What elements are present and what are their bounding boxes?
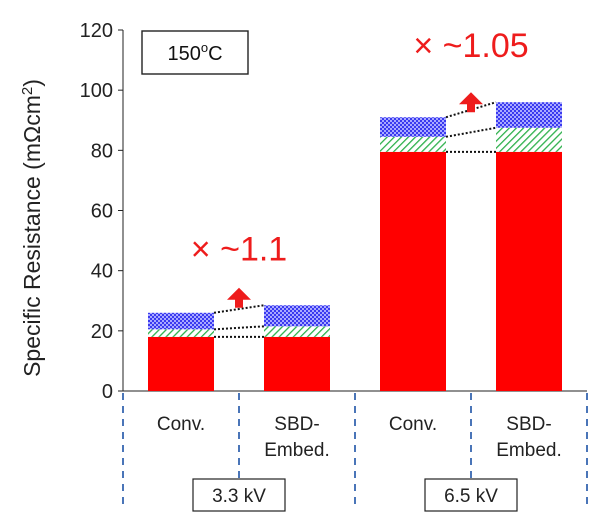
voltage-label-1: 3.3 kV: [212, 486, 266, 507]
temperature-box: 150oC: [141, 30, 249, 75]
category-label-2-line-2: Embed.: [264, 440, 329, 461]
connector-line-2-2: [445, 126, 497, 138]
y-tick-label-60: 60: [91, 201, 113, 223]
y-axis-label: Specific Resistance (mΩcm2): [19, 79, 45, 377]
bar-segment-2-3: [264, 305, 330, 327]
temperature-box-frame: [141, 30, 249, 75]
voltage-box-2: [424, 478, 518, 512]
bar-segment-1-1: [148, 336, 214, 391]
y-tick-label-100: 100: [80, 80, 113, 102]
temperature-label: 150oC: [167, 40, 222, 65]
ratio-annotation-2: × ~1.05: [413, 27, 528, 65]
bar-segments: [148, 102, 562, 391]
bar-segment-3-2: [380, 136, 446, 152]
bar-segment-1-3: [148, 312, 214, 330]
connector-line-2-3: [445, 101, 497, 119]
y-tick-label-120: 120: [80, 20, 113, 42]
connector-line-1-3: [213, 304, 265, 314]
y-tick-label-40: 40: [91, 261, 113, 283]
y-axis-label-superscript: 2: [19, 87, 36, 95]
category-label-3-line-1: Conv.: [389, 414, 437, 435]
bar-segment-2-1: [264, 336, 330, 391]
connector-line-1-2: [213, 325, 265, 331]
y-tick-label-80: 80: [91, 140, 113, 162]
category-label-2-line-1: SBD-: [274, 414, 319, 435]
degree-superscript: o: [201, 40, 208, 55]
category-label-1-line-1: Conv.: [157, 414, 205, 435]
bar-segment-4-3: [496, 102, 562, 128]
category-label-4-line-1: SBD-: [506, 414, 551, 435]
bar-segment-3-1: [380, 151, 446, 391]
y-tick-labels: 0 20 40 60 80 100 120: [80, 20, 123, 403]
category-dividers: [122, 393, 588, 505]
increase-arrows: [227, 92, 483, 308]
bar-segment-4-1: [496, 151, 562, 391]
voltage-group-labels: 3.3 kV 6.5 kV: [192, 478, 518, 512]
bar-segment-3-3: [380, 117, 446, 137]
increase-arrow-1: [227, 287, 251, 308]
y-tick-label-0: 0: [102, 381, 113, 403]
dotted-connector-lines: [213, 101, 497, 338]
increase-arrow-2: [459, 92, 483, 113]
voltage-box-1: [192, 478, 286, 512]
voltage-label-2: 6.5 kV: [444, 486, 498, 507]
bar-segment-1-2: [148, 329, 214, 337]
category-label-4-line-2: Embed.: [496, 440, 561, 461]
y-tick-label-20: 20: [91, 321, 113, 343]
category-labels: Conv. SBD- Embed. Conv. SBD- Embed.: [157, 414, 562, 461]
ratio-annotation-1: × ~1.1: [191, 230, 287, 268]
bar-segment-2-2: [264, 326, 330, 337]
ratio-annotations: × ~1.1 × ~1.05: [191, 27, 529, 268]
bar-segment-4-2: [496, 127, 562, 152]
